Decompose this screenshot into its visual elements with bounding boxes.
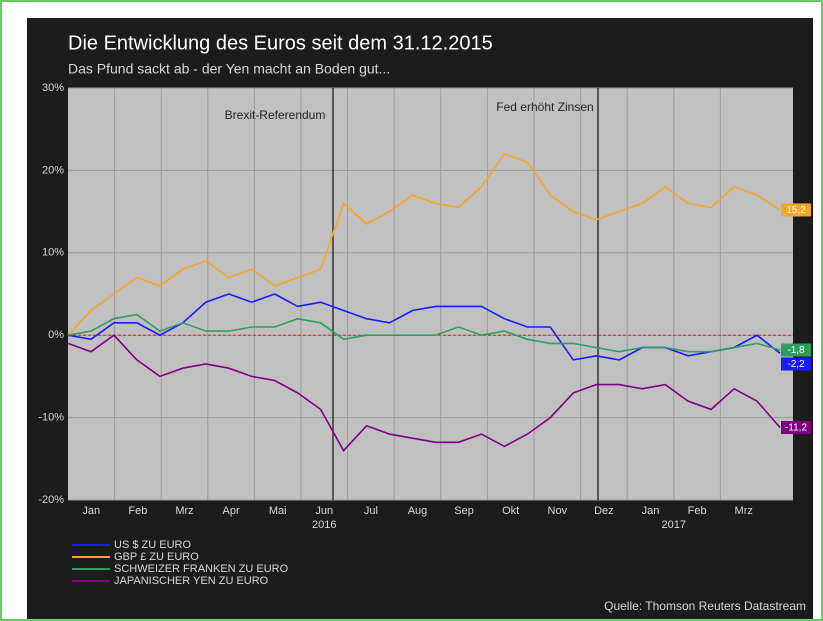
x-tick-label: Jan — [642, 505, 660, 517]
chart-subtitle: Das Pfund sackt ab - der Yen macht an Bo… — [68, 61, 390, 77]
y-tick-label: 0% — [48, 329, 64, 341]
y-tick-label: 10% — [42, 247, 64, 259]
end-label: 15,2 — [786, 205, 806, 216]
y-tick-label: -20% — [38, 494, 64, 506]
x-tick-label: Nov — [548, 505, 568, 517]
end-label: -2,2 — [787, 359, 805, 370]
year-label: 2016 — [312, 519, 336, 531]
legend-label: US $ ZU EURO — [114, 539, 191, 551]
year-label: 2017 — [662, 519, 686, 531]
x-tick-label: Jan — [82, 505, 100, 517]
x-tick-label: Feb — [128, 505, 147, 517]
x-tick-label: Feb — [688, 505, 707, 517]
legend-label: GBP £ ZU EURO — [114, 551, 199, 563]
legend-label: JAPANISCHER YEN ZU EURO — [114, 575, 269, 587]
end-label-box — [781, 357, 811, 371]
end-label-box — [781, 203, 811, 217]
y-tick-label: -10% — [38, 412, 64, 424]
y-tick-label: 30% — [42, 82, 64, 94]
y-tick-label: 20% — [42, 164, 64, 176]
series-line — [67, 334, 781, 452]
end-label-box — [781, 420, 811, 434]
x-tick-label: Mrz — [175, 505, 193, 517]
x-tick-label: Jul — [364, 505, 378, 517]
source: Quelle: Thomson Reuters Datastream — [604, 599, 806, 613]
end-label: -11,2 — [785, 423, 807, 434]
end-label: -1,8 — [787, 345, 805, 356]
annotation: Fed erhöht Zinsen — [496, 100, 593, 114]
annotation: Brexit-Referendum — [225, 108, 326, 122]
x-tick-label: Mai — [269, 505, 287, 517]
plot-area — [68, 88, 793, 500]
x-tick-label: Apr — [223, 505, 240, 517]
series-line — [67, 152, 781, 336]
x-tick-label: Okt — [502, 505, 519, 517]
x-tick-label: Sep — [454, 505, 474, 517]
x-tick-label: Jun — [315, 505, 333, 517]
series-line — [67, 313, 781, 353]
x-tick-label: Dez — [594, 505, 614, 517]
x-tick-label: Mrz — [735, 505, 753, 517]
legend-label: SCHWEIZER FRANKEN ZU EURO — [114, 563, 289, 575]
end-label-box — [781, 343, 811, 357]
chart-title: Die Entwicklung des Euros seit dem 31.12… — [68, 32, 493, 54]
x-tick-label: Aug — [408, 505, 428, 517]
